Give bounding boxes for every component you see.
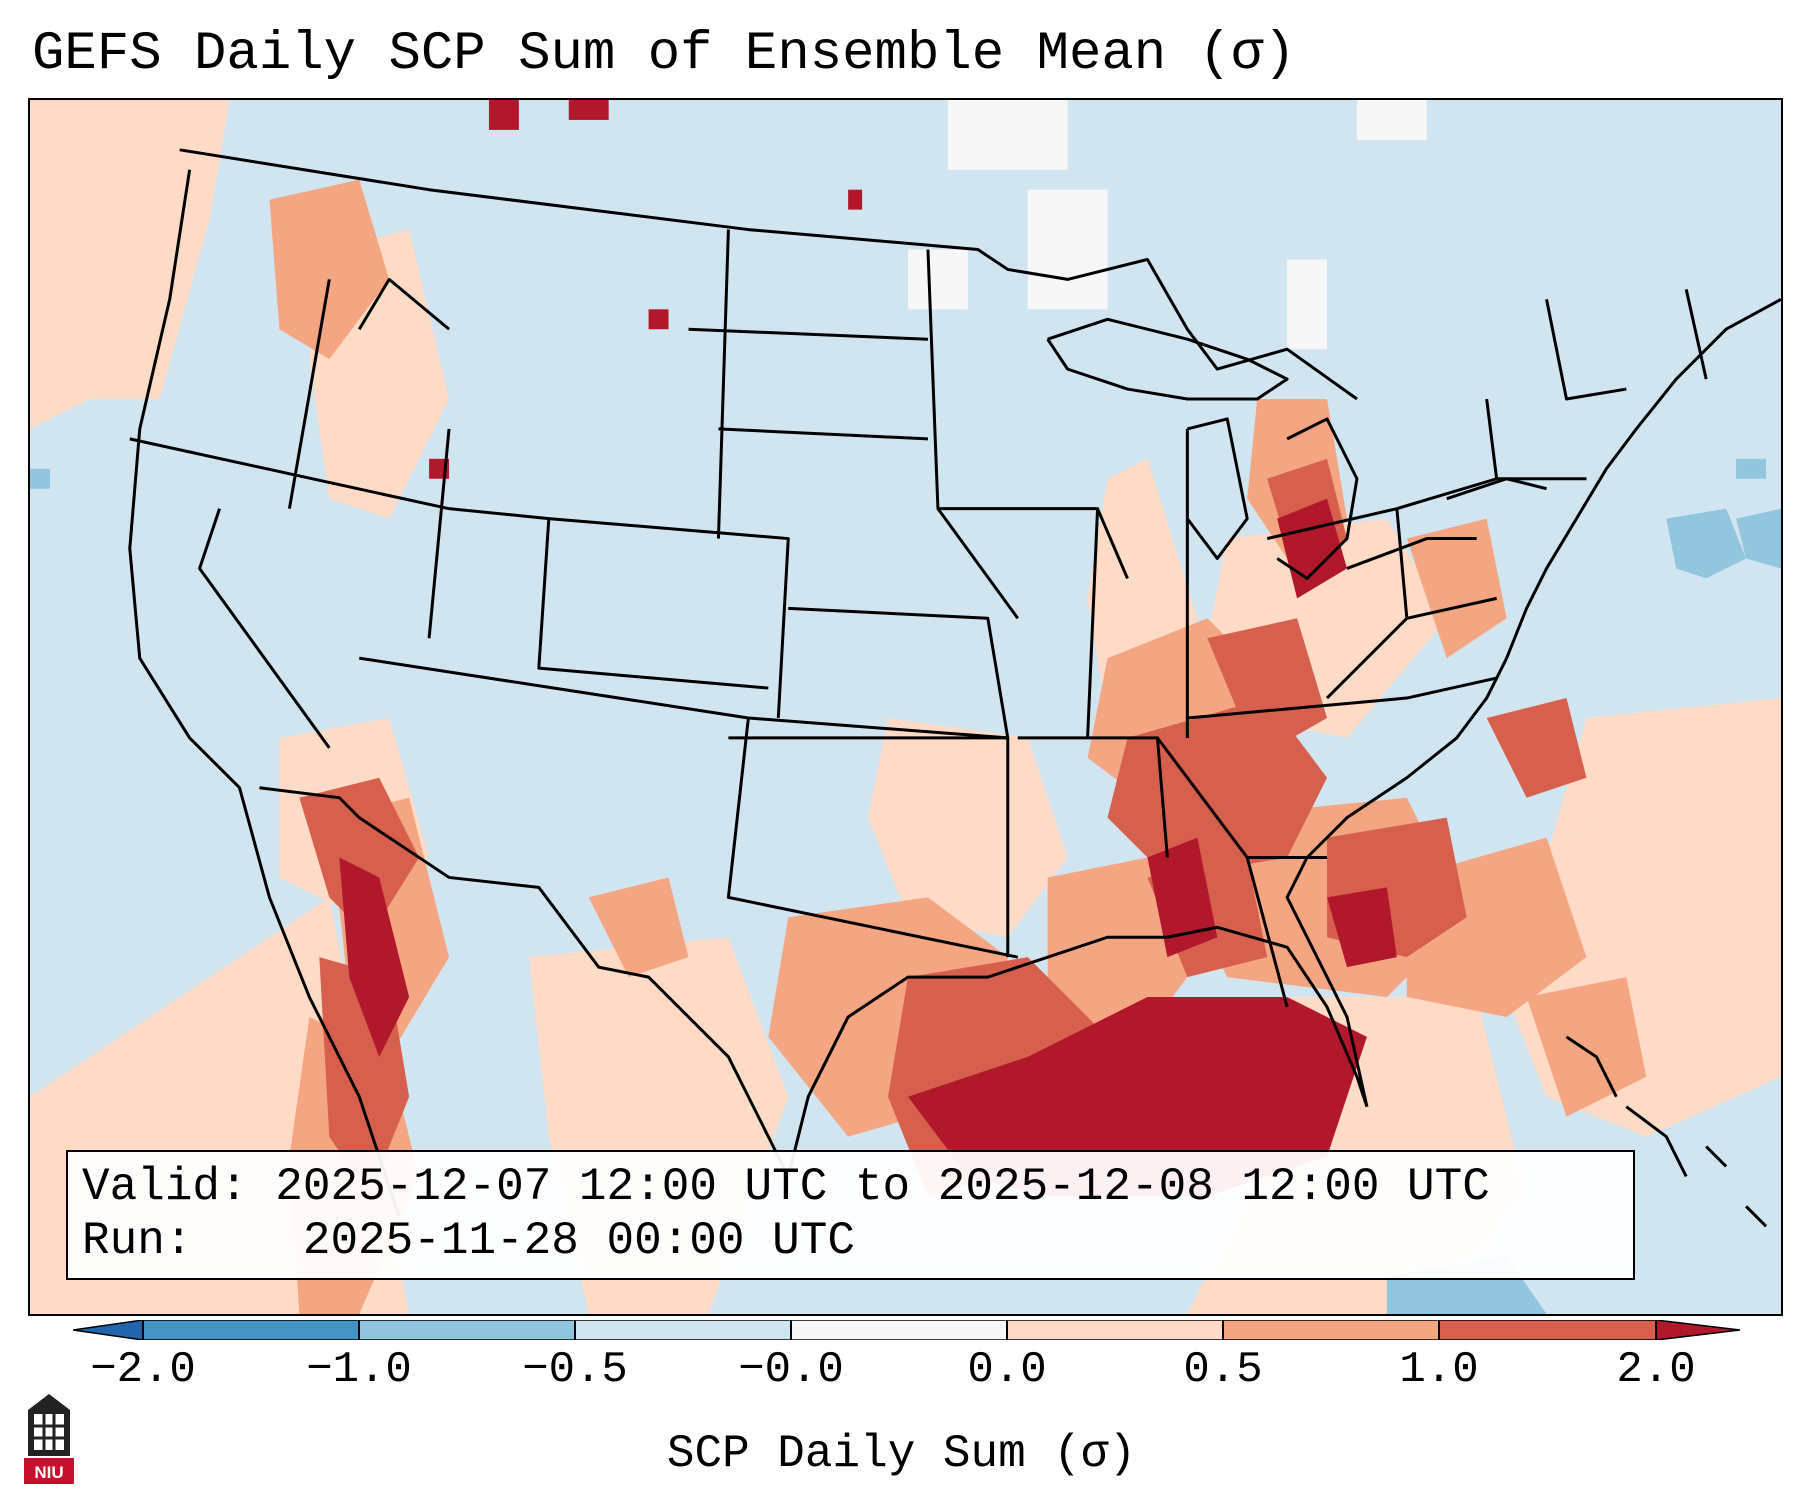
colorbar (73, 1320, 1740, 1340)
map-panel (28, 98, 1783, 1316)
valid-run-box: Valid: 2025-12-07 12:00 UTC to 2025-12-0… (66, 1150, 1635, 1280)
colorbar-tick: 1.0 (1399, 1345, 1479, 1395)
colorbar-tick: 0.5 (1183, 1345, 1263, 1395)
colorbar-segment-8 (1439, 1320, 1656, 1340)
colorbar-segment-7 (1223, 1320, 1439, 1340)
valid-value: 2025-12-07 12:00 UTC to 2025-12-08 12:00… (275, 1161, 1490, 1213)
colorbar-tick: −1.0 (306, 1345, 412, 1395)
colorbar-ticks: −2.0 −1.0 −0.5 −0.0 0.0 0.5 1.0 2.0 (0, 1345, 1803, 1405)
map-title: GEFS Daily SCP Sum of Ensemble Mean (σ) (32, 24, 1296, 85)
colorbar-segment-6 (1007, 1320, 1223, 1340)
colorbar-tick: −2.0 (90, 1345, 196, 1395)
map-graphic (30, 100, 1781, 1314)
colorbar-tick: −0.5 (522, 1345, 628, 1395)
colorbar-segment-4 (575, 1320, 791, 1340)
colorbar-tick: −0.0 (738, 1345, 844, 1395)
caribbean-islands (1565, 1035, 1768, 1228)
white-field (907, 100, 1427, 350)
colorbar-tick: 0.0 (967, 1345, 1047, 1395)
colorbar-segment-9 (1656, 1320, 1740, 1340)
political-boundaries (128, 148, 1781, 1217)
colorbar-segment-2 (143, 1320, 359, 1340)
colorbar-label: SCP Daily Sum (σ) (666, 1428, 1137, 1480)
valid-label: Valid: (82, 1161, 248, 1213)
colorbar-tick: 2.0 (1616, 1345, 1696, 1395)
dark-red-field (339, 100, 1397, 1197)
colorbar-segment-1 (73, 1320, 143, 1340)
run-label: Run: (82, 1215, 193, 1267)
logo-text: NIU (34, 1463, 63, 1482)
colorbar-segment-5 (791, 1320, 1007, 1340)
niu-logo: NIU (24, 1394, 74, 1484)
colorbar-segment-3 (359, 1320, 575, 1340)
run-value: 2025-11-28 00:00 UTC (302, 1215, 855, 1267)
valid-row: Valid: 2025-12-07 12:00 UTC to 2025-12-0… (82, 1160, 1619, 1214)
run-row: Run: 2025-11-28 00:00 UTC (82, 1214, 1619, 1268)
